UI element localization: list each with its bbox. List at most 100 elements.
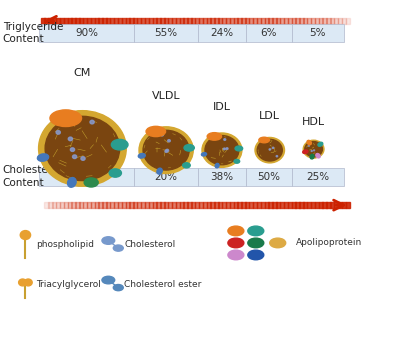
Bar bbox=[218, 202, 222, 208]
Circle shape bbox=[205, 136, 238, 165]
Bar bbox=[284, 18, 288, 24]
Bar bbox=[257, 202, 261, 208]
Bar bbox=[315, 18, 319, 24]
Circle shape bbox=[224, 148, 225, 150]
Bar bbox=[318, 202, 323, 208]
Bar bbox=[264, 202, 269, 208]
Bar bbox=[164, 18, 168, 24]
Bar bbox=[257, 18, 261, 24]
Circle shape bbox=[214, 159, 216, 161]
Ellipse shape bbox=[109, 169, 122, 177]
Bar bbox=[261, 18, 265, 24]
Ellipse shape bbox=[248, 250, 264, 260]
Ellipse shape bbox=[157, 168, 162, 174]
Bar bbox=[342, 202, 346, 208]
Bar bbox=[338, 18, 342, 24]
Bar bbox=[106, 202, 110, 208]
Text: Apolipoprotein: Apolipoprotein bbox=[296, 238, 362, 247]
Bar bbox=[214, 202, 218, 208]
Ellipse shape bbox=[259, 137, 270, 143]
Circle shape bbox=[314, 143, 315, 144]
Ellipse shape bbox=[111, 139, 128, 150]
Text: 6%: 6% bbox=[260, 28, 277, 38]
Bar bbox=[87, 18, 91, 24]
Circle shape bbox=[46, 117, 119, 180]
Bar bbox=[342, 18, 346, 24]
Bar bbox=[187, 202, 192, 208]
Ellipse shape bbox=[215, 164, 219, 168]
Bar bbox=[207, 202, 211, 208]
Circle shape bbox=[68, 137, 72, 141]
Circle shape bbox=[220, 148, 222, 150]
Ellipse shape bbox=[310, 154, 314, 159]
Circle shape bbox=[257, 139, 282, 161]
Text: 4%: 4% bbox=[78, 171, 95, 181]
Bar bbox=[72, 18, 76, 24]
Bar bbox=[160, 202, 164, 208]
Circle shape bbox=[305, 141, 322, 157]
Bar bbox=[303, 202, 308, 208]
Circle shape bbox=[19, 279, 27, 286]
Circle shape bbox=[313, 149, 314, 150]
Ellipse shape bbox=[38, 154, 49, 161]
Bar bbox=[91, 18, 95, 24]
Bar bbox=[180, 202, 184, 208]
Circle shape bbox=[224, 139, 226, 140]
Bar bbox=[238, 18, 242, 24]
FancyBboxPatch shape bbox=[38, 24, 134, 42]
Text: CM: CM bbox=[74, 68, 91, 78]
Bar bbox=[303, 18, 308, 24]
Bar bbox=[226, 202, 230, 208]
Ellipse shape bbox=[228, 238, 244, 248]
Circle shape bbox=[269, 149, 270, 150]
Bar bbox=[330, 18, 334, 24]
Circle shape bbox=[276, 156, 278, 157]
Bar bbox=[48, 202, 52, 208]
Bar bbox=[75, 202, 80, 208]
Bar bbox=[172, 18, 176, 24]
Bar bbox=[141, 202, 145, 208]
Text: 90%: 90% bbox=[75, 28, 98, 38]
Circle shape bbox=[56, 130, 60, 134]
Text: 55%: 55% bbox=[154, 28, 178, 38]
Bar bbox=[56, 18, 60, 24]
Bar bbox=[149, 202, 153, 208]
Bar bbox=[137, 18, 141, 24]
Bar bbox=[307, 18, 311, 24]
Bar bbox=[322, 18, 327, 24]
Bar bbox=[230, 18, 234, 24]
Ellipse shape bbox=[303, 150, 308, 154]
Circle shape bbox=[174, 156, 177, 158]
Bar bbox=[83, 202, 87, 208]
Circle shape bbox=[91, 154, 95, 158]
Circle shape bbox=[311, 150, 312, 151]
Bar bbox=[168, 202, 172, 208]
Bar bbox=[241, 18, 246, 24]
Circle shape bbox=[24, 279, 32, 286]
Bar bbox=[102, 18, 107, 24]
Text: Triacylglycerol: Triacylglycerol bbox=[36, 280, 101, 289]
Bar bbox=[75, 18, 80, 24]
Bar bbox=[264, 18, 269, 24]
Bar bbox=[95, 202, 99, 208]
Bar bbox=[133, 18, 138, 24]
Bar bbox=[152, 18, 157, 24]
Bar bbox=[280, 18, 284, 24]
Bar bbox=[346, 18, 350, 24]
Bar bbox=[280, 202, 284, 208]
Ellipse shape bbox=[234, 159, 240, 163]
Bar bbox=[44, 18, 49, 24]
Bar bbox=[322, 202, 327, 208]
FancyBboxPatch shape bbox=[134, 168, 198, 186]
Bar bbox=[129, 18, 134, 24]
Ellipse shape bbox=[102, 276, 115, 284]
Bar bbox=[330, 202, 334, 208]
Circle shape bbox=[91, 172, 95, 176]
Circle shape bbox=[303, 140, 324, 158]
Ellipse shape bbox=[183, 163, 190, 168]
Ellipse shape bbox=[113, 245, 123, 251]
Bar bbox=[249, 202, 253, 208]
Bar bbox=[318, 18, 323, 24]
Bar bbox=[145, 18, 149, 24]
Bar bbox=[176, 18, 180, 24]
